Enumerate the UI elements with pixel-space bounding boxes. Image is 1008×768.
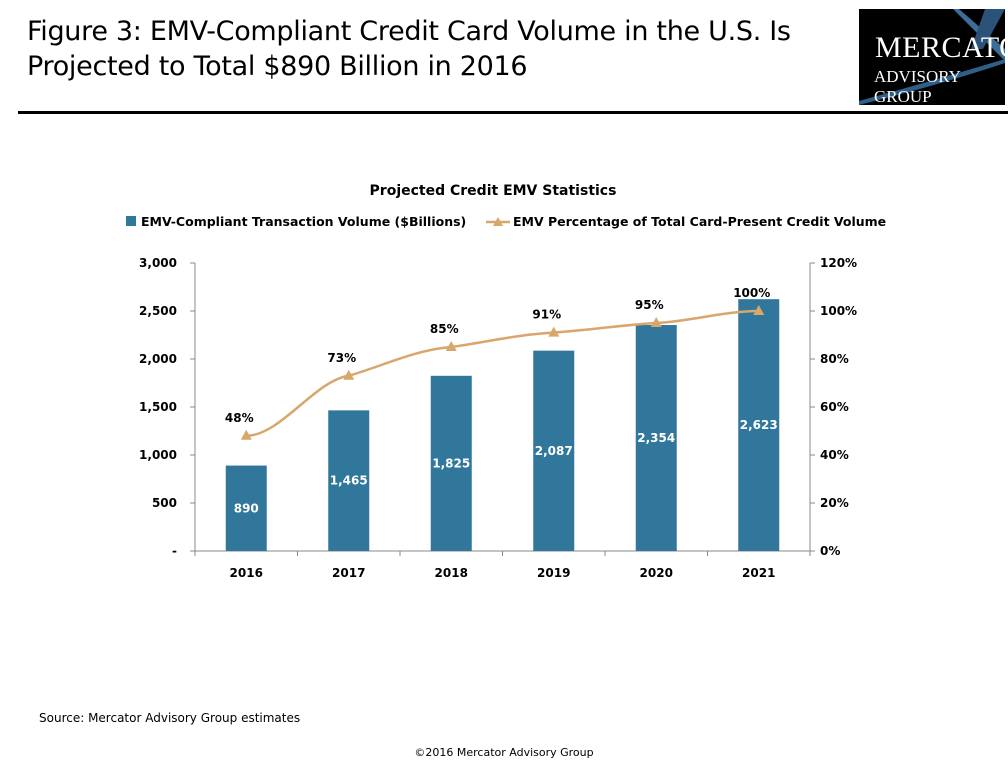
line-marker-2016 <box>240 429 252 440</box>
logo-line1: Mercator <box>875 31 1005 64</box>
bar-2020 <box>635 325 677 551</box>
left-tick-label: 1,000 <box>139 448 177 462</box>
mercator-logo: Mercator Advisory Group <box>859 9 1005 105</box>
bar-2016 <box>225 465 267 551</box>
legend-line-label: EMV Percentage of Total Card-Present Cre… <box>513 214 886 229</box>
bar-2018 <box>430 375 472 551</box>
legend-bar-label: EMV-Compliant Transaction Volume ($Billi… <box>141 214 466 229</box>
right-tick-label: 120% <box>820 256 857 270</box>
x-tick-label: 2018 <box>435 566 468 580</box>
bar-data-label: 2,354 <box>637 431 675 445</box>
percentage-line <box>246 309 759 438</box>
line-data-label: 73% <box>327 351 356 365</box>
right-tick-label: 40% <box>820 448 849 462</box>
line-data-label: 91% <box>532 308 561 322</box>
line-marker-2018 <box>445 341 457 351</box>
left-tick-label: 500 <box>152 496 177 510</box>
x-tick-label: 2020 <box>640 566 673 580</box>
x-tick-label: 2019 <box>537 566 570 580</box>
line-data-label: 100% <box>733 286 770 300</box>
left-tick-label: 1,500 <box>139 400 177 414</box>
bar-data-label: 2,087 <box>535 444 573 458</box>
logo-swoosh-icon <box>859 9 1005 105</box>
chart: Projected Credit EMV Statistics EMV-Comp… <box>126 183 886 580</box>
legend: EMV-Compliant Transaction Volume ($Billi… <box>126 214 886 229</box>
right-tick-label: 80% <box>820 352 849 366</box>
x-tick-label: 2016 <box>230 566 263 580</box>
bar-2019 <box>533 350 575 551</box>
line-data-label: 95% <box>635 298 664 312</box>
logo-line2: Advisory Group <box>874 67 961 105</box>
x-tick-label: 2017 <box>332 566 365 580</box>
line-data-label: 85% <box>430 322 459 336</box>
right-tick-label: 20% <box>820 496 849 510</box>
line-marker-2020 <box>650 317 662 327</box>
bar-data-label: 1,825 <box>432 456 470 470</box>
chart-title: Projected Credit EMV Statistics <box>370 183 617 199</box>
line-marker-2017 <box>343 369 355 380</box>
x-tick-label: 2021 <box>742 566 775 580</box>
right-tick-label: 100% <box>820 304 857 318</box>
right-tick-label: 0% <box>820 544 840 558</box>
source-note: Source: Mercator Advisory Group estimate… <box>39 711 301 725</box>
line-marker-2021 <box>753 305 765 315</box>
bar-data-label: 890 <box>234 501 259 515</box>
bar-data-label: 1,465 <box>330 474 368 488</box>
left-tick-label: 2,500 <box>139 304 177 318</box>
bar-2017 <box>328 410 370 551</box>
legend-triangle-icon <box>493 217 503 226</box>
bar-data-label: 2,623 <box>740 418 778 432</box>
line-marker-2019 <box>548 326 560 337</box>
title-divider <box>18 111 1008 114</box>
page-title: Figure 3: EMV-Compliant Credit Card Volu… <box>27 16 791 82</box>
line-data-label: 48% <box>225 411 254 425</box>
copyright: ©2016 Mercator Advisory Group <box>414 746 594 759</box>
left-tick-label: - <box>172 544 177 558</box>
bar-2021 <box>738 299 780 551</box>
legend-bar-swatch <box>126 216 136 226</box>
right-tick-label: 60% <box>820 400 849 414</box>
left-tick-label: 3,000 <box>139 256 177 270</box>
left-tick-label: 2,000 <box>139 352 177 366</box>
